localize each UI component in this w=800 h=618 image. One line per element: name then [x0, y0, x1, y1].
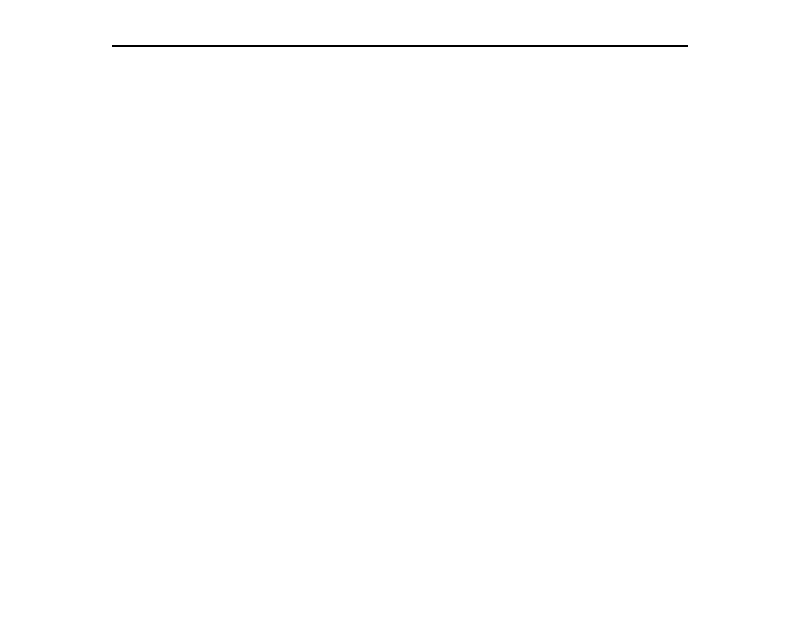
temperature-map-canvas — [0, 0, 800, 618]
grads-temperature-chart — [0, 0, 800, 618]
